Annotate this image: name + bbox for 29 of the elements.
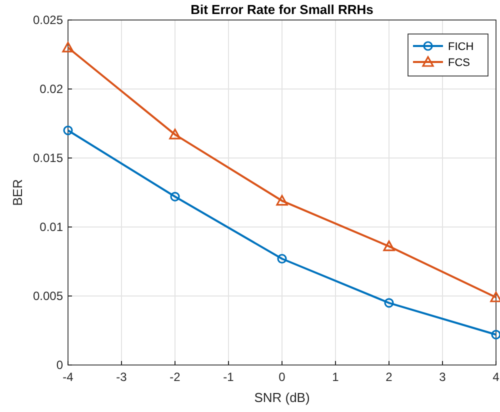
x-tick-label: -1 [223,370,234,384]
x-tick-label: 1 [332,370,340,384]
legend-label: FICH [448,41,474,53]
y-tick-label: 0.015 [32,151,64,165]
x-tick-label: 2 [386,370,393,384]
y-tick-label: 0.005 [32,289,64,303]
y-tick-label: 0.02 [40,82,64,96]
point [62,42,74,52]
point [170,192,180,202]
x-tick-label: 0 [278,370,286,384]
point [63,126,73,136]
y-axis-title: BER [10,179,25,206]
x-axis-title: SNR (dB) [254,390,310,405]
point [169,128,181,140]
x-tick-label: 3 [439,370,446,384]
y-tick-label: 0.025 [32,13,64,27]
point [384,298,394,308]
point [383,240,395,252]
point [491,330,500,340]
point [277,254,287,264]
x-tick-label: -4 [62,370,74,384]
x-tick-label: -2 [170,370,181,384]
point [276,194,288,206]
chart-title: Bit Error Rate for Small RRHs [190,2,374,17]
y-tick-label: 0 [56,358,64,372]
x-tick-label: 4 [492,370,500,384]
x-tick-label: -3 [116,370,128,384]
y-tick-label: 0.01 [40,220,64,234]
legend-label: FCS [448,57,470,69]
